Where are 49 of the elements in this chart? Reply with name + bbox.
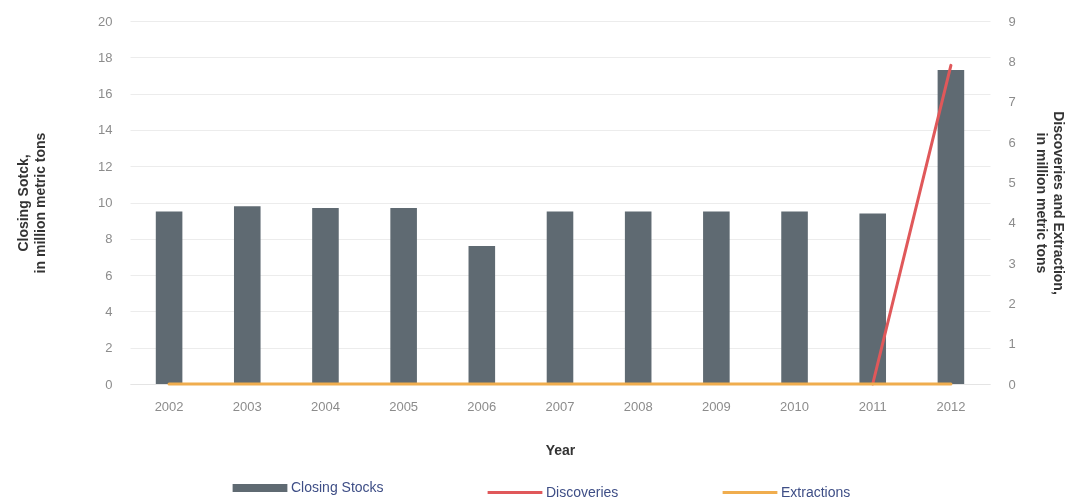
y-tick-label: 20 (98, 13, 113, 29)
bar (781, 211, 808, 384)
y-tick-label: 4 (105, 303, 113, 319)
legend-label: Discoveries (546, 483, 619, 500)
bar (155, 211, 183, 384)
y2-tick-label: 3 (1008, 255, 1016, 271)
y2-tick-label: 1 (1008, 336, 1016, 352)
legend-label: Extractions (781, 483, 851, 500)
y2-tick-label: 6 (1008, 134, 1016, 150)
x-tick-label: 2004 (310, 398, 340, 414)
x-tick-label: 2005 (389, 398, 419, 414)
y2-tick-label: 8 (1008, 53, 1016, 69)
bar (859, 213, 887, 384)
x-tick-label: 2009 (701, 398, 731, 414)
bar (312, 207, 339, 384)
y-tick-label: 18 (98, 49, 113, 65)
y2-tick-label: 0 (1008, 376, 1016, 392)
bar (546, 211, 574, 384)
bar (624, 211, 652, 384)
y-tick-label: 0 (105, 376, 113, 392)
y2-axis-title: Discoveries and Extraction, in million metric tons (1033, 111, 1067, 295)
x-tick-label: 2012 (936, 398, 966, 414)
x-tick-label: 2006 (467, 398, 497, 414)
x-tick-label: 2010 (780, 398, 810, 414)
bar (233, 206, 261, 384)
x-tick-label: 2002 (154, 398, 184, 414)
y-tick-label: 2 (105, 340, 113, 356)
y2-tick-label: 9 (1008, 13, 1016, 29)
y-tick-label: 10 (98, 195, 113, 210)
bar (468, 246, 496, 384)
bar (703, 211, 730, 384)
y-tick-label: 16 (98, 86, 113, 102)
x-tick-label: 2008 (623, 398, 653, 414)
legend-label: Closing Stocks (291, 479, 384, 495)
x-tick-label: 2007 (545, 398, 575, 414)
bar (937, 70, 965, 384)
y2-tick-label: 2 (1008, 295, 1016, 311)
x-axis-title: Year (545, 441, 576, 458)
y2-tick-label: 7 (1008, 94, 1016, 110)
y-tick-label: 8 (105, 231, 113, 247)
y2-tick-label: 5 (1008, 174, 1016, 190)
bar (390, 207, 417, 384)
y2-tick-label: 4 (1008, 215, 1016, 231)
y-tick-label: 14 (98, 122, 113, 138)
x-tick-label: 2011 (858, 398, 887, 414)
y-axis-title: Closing Sotck, in million metric tons (15, 132, 49, 274)
y-tick-label: 6 (105, 267, 113, 283)
x-tick-label: 2003 (232, 398, 262, 414)
y-tick-label: 12 (98, 158, 113, 174)
